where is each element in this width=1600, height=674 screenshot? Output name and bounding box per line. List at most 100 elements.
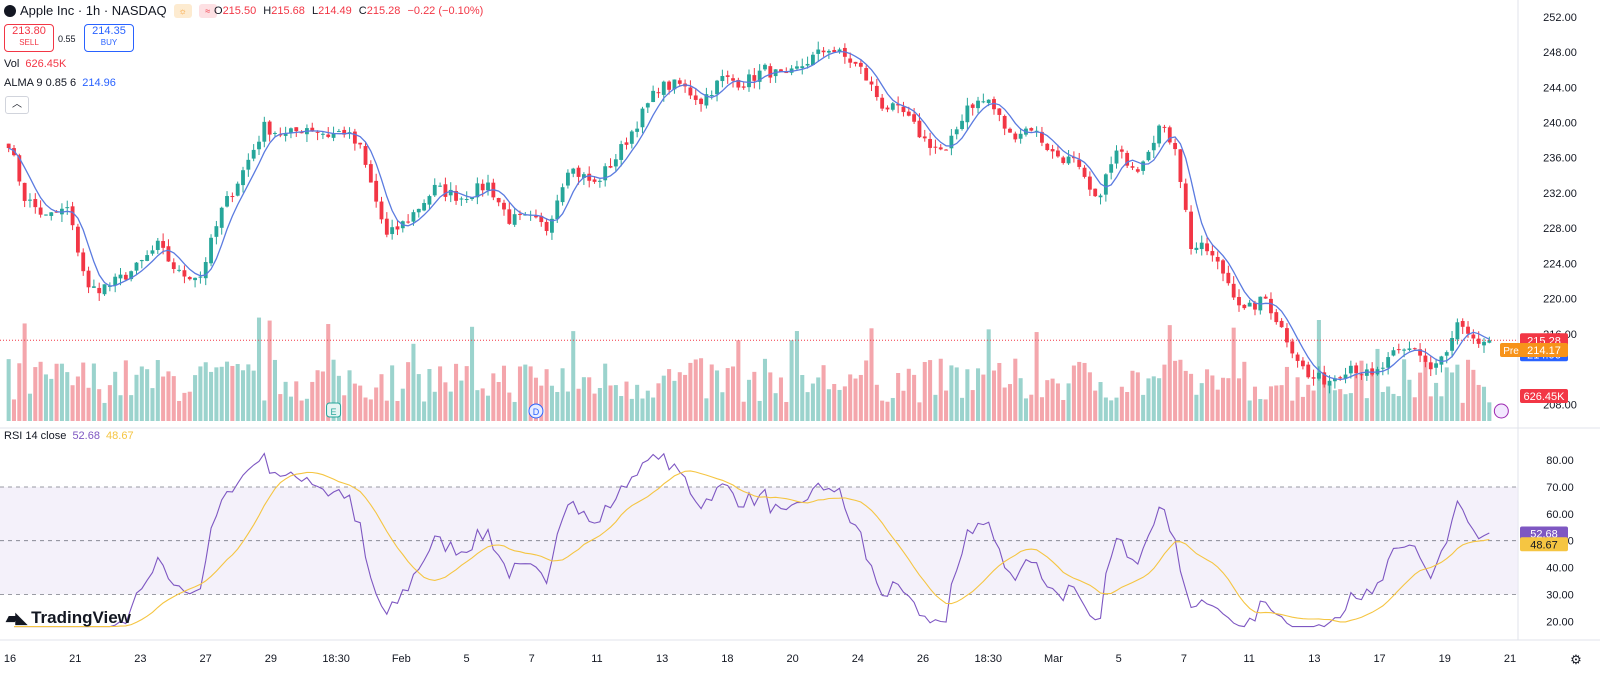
volume-bar [368,399,373,421]
candle-body [150,250,155,254]
candle-body [320,133,325,135]
volume-bar [581,377,586,421]
rsi-axis-tick: 40.00 [1546,563,1574,575]
price-axis-tick: 240.00 [1543,118,1577,130]
tradingview-logo[interactable]: ▰◣ TradingView [6,608,131,628]
candle-body [480,183,485,191]
candle-body [171,262,176,270]
candle-body [1146,151,1151,161]
volume-bar [171,376,176,421]
candle-body [1343,374,1348,379]
candle-body [1380,367,1385,369]
volume-bar [336,375,341,421]
volume-bar [667,369,672,421]
volume-bar [416,374,421,421]
candle-body [1061,157,1066,163]
collapse-legend-button[interactable]: ︿ [5,96,29,114]
candle-body [1029,128,1034,131]
volume-bar [1418,372,1423,421]
volume-bar [390,365,395,421]
candle-body [230,196,235,198]
candle-body [1285,328,1289,343]
candle-body [922,136,927,139]
candle-body [448,189,453,196]
candle-body [821,50,826,53]
premarket-price-badge: 214.17 [1527,345,1561,357]
candle-body [395,226,400,230]
ohlc-readout: O215.50 H215.68 L214.49 C215.28 −0.22 (−… [214,5,484,17]
candle-body [826,50,831,53]
event-marker-d[interactable]: D [528,403,544,419]
candle-body [1386,357,1391,368]
candle-body [725,75,730,77]
volume-bar [991,370,997,421]
event-marker-e[interactable]: E [326,402,342,418]
wave-indicator-icon[interactable]: ≈ [198,3,217,18]
volume-bar [485,395,491,421]
volume-bar [1002,387,1007,421]
candle-body [1093,188,1098,197]
volume-bar [1109,400,1114,421]
candle-body [203,262,208,279]
volume-bar [1300,396,1305,421]
candle-body [933,146,938,148]
candle-body [1460,321,1465,327]
lightning-event-icon[interactable] [1493,403,1509,419]
alma-legend[interactable]: ALMA 9 0.85 6 214.96 [4,77,116,89]
symbol-title[interactable]: Apple Inc · 1h · NASDAQ ☼ ≈ [4,3,217,18]
candle-body [928,138,933,148]
gear-icon[interactable]: ⚙ [1570,652,1582,667]
candle-body [1141,161,1146,171]
sell-button[interactable]: 213.80 SELL [4,24,54,52]
volume-bar [1391,393,1396,421]
volume-bar [1284,366,1289,421]
volume-bar [166,371,171,421]
candle-body [65,207,70,209]
volume-bar [1018,378,1023,421]
volume-bar [528,366,533,421]
volume-bar [1066,383,1071,421]
time-axis-tick: 16 [4,653,16,665]
rsi-legend[interactable]: RSI 14 close 52.68 48.67 [4,430,134,442]
volume-bar [454,363,459,421]
volume-bar [182,392,187,421]
volume-bar [1332,390,1337,421]
candle-body [1471,334,1476,339]
volume-legend[interactable]: Vol 626.45K [4,58,67,70]
volume-bar [395,401,400,421]
volume-bar [1178,359,1183,421]
volume-bar [512,401,517,421]
volume-bar [358,385,363,421]
candle-body [75,226,80,253]
candle-body [837,49,842,52]
candle-body [1098,195,1103,198]
volume-bar [1290,400,1295,421]
candle-body [768,66,773,78]
volume-bar [1402,359,1407,421]
candle-body [1391,350,1396,356]
candle-body [283,133,288,136]
candle-body [1476,338,1481,344]
volume-bar [193,375,198,421]
candle-body [1402,349,1407,351]
volume-bar [267,320,272,421]
volume-bar [1034,332,1039,421]
volume-bar [997,362,1002,421]
volume-bar [683,374,688,421]
candle-body [246,159,251,170]
candle-body [1119,149,1124,152]
candle-body [970,104,975,108]
volume-bar [656,383,661,421]
spread-value: 0.55 [58,34,76,44]
time-axis-tick: 27 [200,653,212,665]
volume-bar [1466,359,1471,421]
volume-bar [262,400,267,421]
rsi-legend-value: 52.68 [72,430,100,442]
buy-button[interactable]: 214.35 BUY [84,24,134,52]
volume-bar [70,385,75,421]
volume-bar [794,331,799,421]
volume-bar [864,360,869,421]
candle-body [917,120,922,138]
sun-session-icon[interactable]: ☼ [173,3,192,18]
